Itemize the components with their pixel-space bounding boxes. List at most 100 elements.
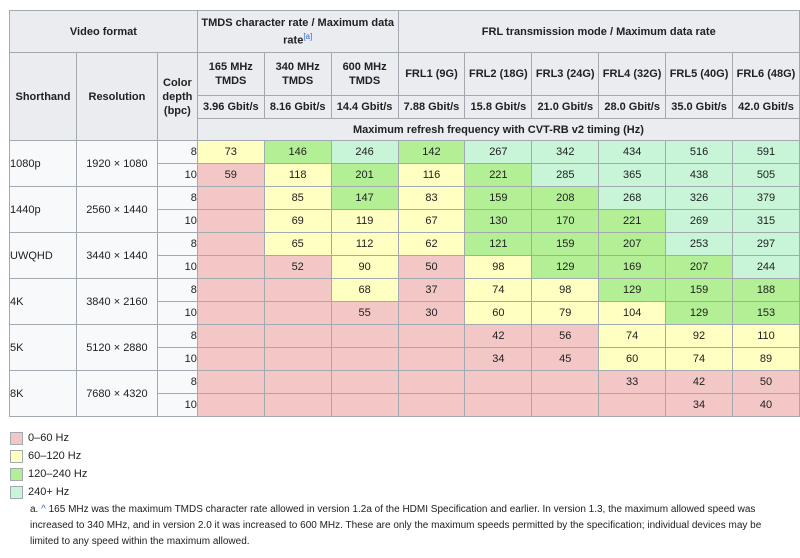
refresh-value-cell — [196, 301, 265, 325]
shorthand-cell: 4K — [9, 278, 77, 325]
footnote-text: 165 MHz was the maximum TMDS character r… — [30, 504, 762, 547]
shorthand-cell: 1440p — [9, 186, 77, 233]
refresh-value-cell: 221 — [598, 209, 667, 233]
refresh-value-cell: 159 — [665, 278, 733, 302]
refresh-value-cell — [531, 370, 600, 394]
refresh-value-cell: 34 — [665, 393, 733, 417]
refresh-value-cell — [397, 347, 466, 371]
table-row: 4K 3840 × 2160 8 68 37 74 98 129 159 188 — [9, 278, 800, 325]
table-row: 1080p 1920 × 1080 8 73 146 246 142 267 342 434 516… — [9, 140, 800, 187]
refresh-value-cell — [196, 232, 265, 256]
shorthand-cell: 5K — [9, 324, 77, 371]
mode-header: FRL3 (24G) — [531, 52, 600, 96]
refresh-value-cell: 74 — [598, 324, 667, 348]
shorthand-header: Shorthand — [9, 52, 77, 141]
refresh-value-cell: 45 — [531, 347, 600, 371]
refresh-value-cell — [196, 393, 265, 417]
refresh-value-cell: 159 — [464, 186, 533, 210]
table-row: 1440p 2560 × 1440 8 85 147 83 159 208 268 326 379 — [9, 186, 800, 233]
refresh-value-cell: 379 — [731, 186, 800, 210]
refresh-value-cell: 146 — [263, 140, 332, 164]
refresh-value-cell: 142 — [397, 140, 466, 164]
refresh-value-cell: 285 — [531, 163, 600, 187]
refresh-value-cell: 170 — [531, 209, 600, 233]
resolution-cell: 2560 × 1440 — [75, 186, 158, 233]
color-depth-cell: 8 — [156, 324, 198, 348]
legend-item: 60–120 Hz — [10, 447, 87, 465]
mode-header: FRL5 (40G) — [665, 52, 733, 96]
resolution-cell: 3840 × 2160 — [75, 278, 158, 325]
refresh-value-cell: 65 — [263, 232, 332, 256]
refresh-value-cell — [330, 393, 399, 417]
footnote-backlink[interactable]: ^ — [41, 504, 46, 515]
table-row: 8K 7680 × 4320 8 33 42 50 — [9, 370, 800, 417]
data-rate-header: 42.0 Gbit/s — [731, 95, 800, 119]
refresh-value-cell: 90 — [330, 255, 399, 279]
refresh-value-cell: 68 — [330, 278, 399, 302]
color-depth-cell: 8 — [156, 186, 198, 210]
refresh-value-cell: 121 — [464, 232, 533, 256]
refresh-value-cell: 591 — [731, 140, 800, 164]
refresh-value-cell: 130 — [464, 209, 533, 233]
refresh-value-cell — [330, 347, 399, 371]
refresh-value-cell — [330, 370, 399, 394]
data-rate-header: 14.4 Gbit/s — [330, 95, 399, 119]
refresh-value-cell: 62 — [397, 232, 466, 256]
color-depth-header: Color depth (bpc) — [156, 52, 198, 141]
refresh-value-cell: 73 — [196, 140, 265, 164]
refresh-value-cell: 188 — [731, 278, 800, 302]
refresh-value-cell: 297 — [731, 232, 800, 256]
refresh-value-cell: 221 — [464, 163, 533, 187]
video-format-header: Video format — [9, 10, 198, 53]
color-legend: 0–60 Hz 60–120 Hz 120–240 Hz 240+ Hz — [10, 429, 87, 501]
max-refresh-header: Maximum refresh frequency with CVT-RB v2… — [196, 118, 800, 141]
resolution-header: Resolution — [75, 52, 158, 141]
refresh-value-cell: 208 — [531, 186, 600, 210]
refresh-value-cell: 147 — [330, 186, 399, 210]
refresh-value-cell — [464, 370, 533, 394]
refresh-value-cell: 85 — [263, 186, 332, 210]
refresh-value-cell — [263, 301, 332, 325]
mode-header: 600 MHz TMDS — [330, 52, 399, 96]
shorthand-cell: 1080p — [9, 140, 77, 187]
refresh-value-cell — [196, 278, 265, 302]
refresh-value-cell: 342 — [531, 140, 600, 164]
refresh-value-cell: 207 — [598, 232, 667, 256]
table-row: 10 52 90 50 98 129 169 207 244 — [10, 255, 800, 279]
table-row: 10 55 30 60 79 104 129 153 — [10, 301, 800, 325]
refresh-value-cell — [464, 393, 533, 417]
refresh-value-cell: 244 — [731, 255, 800, 279]
refresh-value-cell: 129 — [598, 278, 667, 302]
refresh-value-cell: 169 — [598, 255, 667, 279]
refresh-value-cell: 42 — [665, 370, 733, 394]
data-rate-header: 3.96 Gbit/s — [196, 95, 265, 119]
table-row: 10 34 40 — [10, 393, 800, 417]
refresh-value-cell: 326 — [665, 186, 733, 210]
shorthand-cell: 8K — [9, 370, 77, 417]
refresh-value-cell: 201 — [330, 163, 399, 187]
refresh-value-cell: 129 — [665, 301, 733, 325]
mode-header: 340 MHz TMDS — [263, 52, 332, 96]
refresh-value-cell: 33 — [598, 370, 667, 394]
resolution-cell: 1920 × 1080 — [75, 140, 158, 187]
refresh-value-cell: 267 — [464, 140, 533, 164]
refresh-value-cell: 83 — [397, 186, 466, 210]
legend-item: 120–240 Hz — [10, 465, 87, 483]
refresh-value-cell — [263, 324, 332, 348]
frl-group-header: FRL transmission mode / Maximum data rat… — [397, 10, 800, 53]
shorthand-cell: UWQHD — [9, 232, 77, 279]
data-rate-header: 15.8 Gbit/s — [464, 95, 533, 119]
refresh-value-cell — [196, 186, 265, 210]
refresh-value-cell: 516 — [665, 140, 733, 164]
refresh-value-cell: 269 — [665, 209, 733, 233]
legend-swatch — [10, 485, 23, 499]
footnote-ref-link[interactable]: [a] — [303, 31, 313, 41]
legend-swatch — [10, 431, 23, 445]
refresh-value-cell: 315 — [731, 209, 800, 233]
color-depth-cell: 10 — [156, 347, 198, 371]
refresh-value-cell: 98 — [531, 278, 600, 302]
refresh-value-cell: 153 — [731, 301, 800, 325]
refresh-value-cell: 55 — [330, 301, 399, 325]
refresh-value-cell: 50 — [731, 370, 800, 394]
color-depth-cell: 10 — [156, 255, 198, 279]
